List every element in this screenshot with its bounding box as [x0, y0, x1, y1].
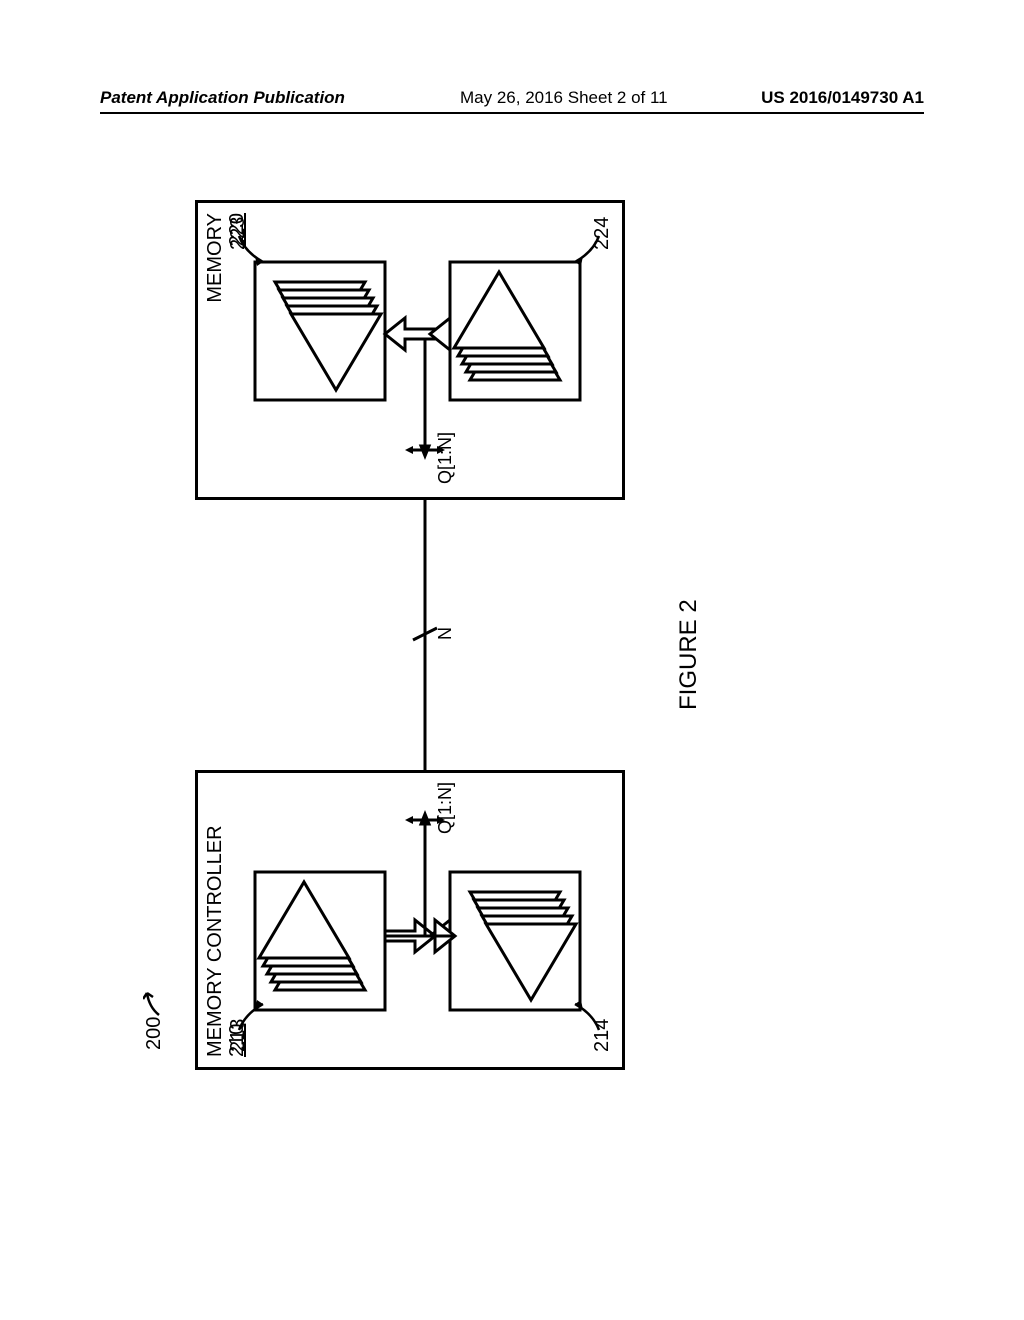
controller-rx-box — [450, 872, 580, 1010]
ref-223: 223 — [227, 217, 250, 250]
page-header: Patent Application Publication May 26, 2… — [100, 86, 924, 114]
ref-213: 213 — [227, 1019, 250, 1052]
controller-port-label: Q[1:N] — [435, 782, 456, 834]
ref-224: 224 — [591, 217, 614, 250]
ref-214: 214 — [591, 1019, 614, 1052]
figure-2-drawing: 200 MEMORY CONTROLLER 210 MEMORY 220 — [135, 180, 879, 1180]
header-center: May 26, 2016 Sheet 2 of 11 — [460, 88, 668, 108]
bus-width-label: N — [435, 627, 456, 640]
memory-rx-arrow — [385, 318, 435, 350]
header-left: Patent Application Publication — [100, 88, 345, 108]
figure-caption: FIGURE 2 — [675, 599, 703, 710]
memory-tx-arrow — [430, 318, 450, 350]
memory-rx-box — [255, 262, 385, 400]
controller-tx-box — [255, 872, 385, 1010]
memory-tx-box — [450, 262, 580, 400]
header-right: US 2016/0149730 A1 — [761, 88, 924, 108]
memory-port-label: Q[1:N] — [435, 432, 456, 484]
